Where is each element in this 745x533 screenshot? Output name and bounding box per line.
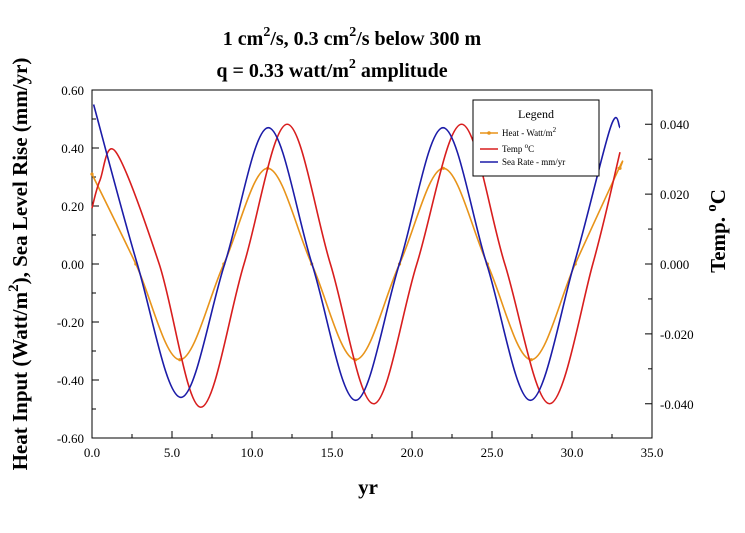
x-tick-label: 20.0 [401,445,424,460]
legend-marker-heat [487,131,491,135]
legend-label-sea-rate: Sea Rate - mm/yr [502,157,565,167]
y-left-tick-label: 0.60 [61,83,84,98]
y-left-tick-label: 0.20 [61,199,84,214]
x-tick-label: 5.0 [164,445,180,460]
legend-box [472,99,600,177]
y-right-tick-label: -0.020 [660,327,694,342]
y-axis-left-label: Heat Input (Watt/m2), Sea Level Rise (mm… [6,58,32,471]
y-left-tick-label: -0.20 [57,315,84,330]
legend-label-heat: Heat - Watt/m2 [502,126,557,138]
ticks-layer: 0.0 5.0 10.0 15.0 20.0 25.0 30.0 35.0 0.60 0.40 0.… [57,83,694,460]
chart-title-line1: 1 cm2/s, 0.3 cm2/s below 300 m [223,25,482,50]
series-point-heat [618,166,622,170]
series-line-0 [91,160,624,361]
x-tick-label: 10.0 [241,445,264,460]
y-right-tick-label: 0.020 [660,187,689,202]
y-right-tick-label: 0.000 [660,257,689,272]
series-point-heat [441,166,445,170]
y-right-tick-label: 0.040 [660,117,689,132]
x-tick-label: 0.0 [84,445,100,460]
y-right-tick-label: -0.040 [660,397,694,412]
y-left-tick-label: 0.40 [61,141,84,156]
legend-title: Legend [518,107,554,121]
legend-label-temp: Temp oC [502,142,534,154]
legend: Legend Heat - Watt/m2 Temp oC Sea Rate -… [472,99,600,177]
y-axis-right-label: Temp. oC [704,189,730,273]
x-axis-label: yr [358,475,378,499]
x-tick-label: 15.0 [321,445,344,460]
y-left-tick-label: -0.40 [57,373,84,388]
series-point-heat [90,172,94,176]
y-left-tick-label: 0.00 [61,257,84,272]
x-tick-label: 35.0 [641,445,664,460]
series-line-1 [91,123,621,409]
chart-title-line2: q = 0.33 watt/m2 amplitude [216,57,447,82]
series-layer [90,104,624,409]
y-left-tick-label: -0.60 [57,431,84,446]
x-tick-label: 25.0 [481,445,504,460]
series-line-2 [92,104,621,402]
series-point-heat [178,358,182,362]
x-tick-label: 30.0 [561,445,584,460]
